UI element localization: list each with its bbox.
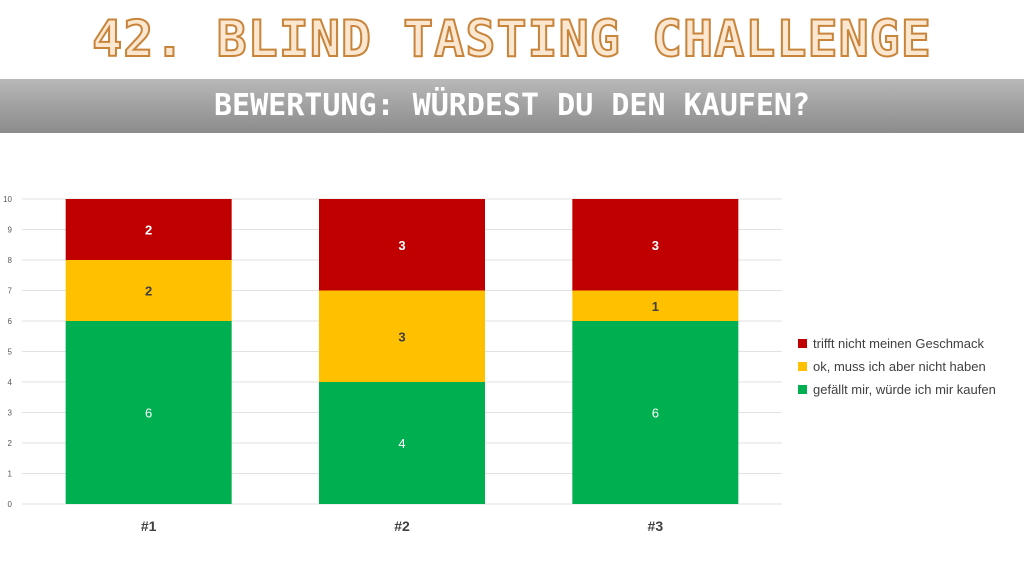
y-tick-label: 4 (8, 378, 13, 387)
bar-segment (65, 199, 232, 260)
x-category-label: #2 (394, 518, 410, 534)
bar-segment (572, 290, 739, 321)
bar-segment (319, 382, 485, 504)
data-label: 3 (398, 329, 405, 344)
page-title: 42. Blind Tasting Challenge (91, 9, 932, 69)
data-label: 3 (652, 238, 659, 253)
bar-segment (319, 199, 485, 291)
y-tick-label: 5 (8, 348, 13, 357)
x-category-label: #3 (648, 518, 664, 534)
y-tick-label: 3 (8, 409, 13, 418)
bar-segment (65, 321, 232, 504)
data-label: 2 (145, 223, 152, 238)
legend-item: trifft nicht meinen Geschmack (798, 332, 996, 355)
y-tick-label: 10 (3, 195, 12, 204)
data-label: 1 (652, 299, 659, 314)
legend-label: ok, muss ich aber nicht haben (813, 359, 986, 374)
legend-item: ok, muss ich aber nicht haben (798, 355, 996, 378)
data-label: 6 (145, 406, 152, 421)
data-label: 2 (145, 284, 152, 299)
legend-swatch (798, 385, 807, 394)
y-tick-label: 1 (8, 470, 13, 479)
y-tick-label: 6 (8, 317, 13, 326)
legend-swatch (798, 339, 807, 348)
chart-legend: trifft nicht meinen Geschmack ok, muss ic… (798, 332, 996, 401)
data-label: 3 (398, 238, 405, 253)
data-label: 4 (398, 436, 405, 451)
bar-segment (65, 260, 232, 321)
y-tick-label: 0 (8, 500, 13, 509)
x-category-label: #1 (141, 518, 157, 534)
legend-item: gefällt mir, würde ich mir kaufen (798, 378, 996, 401)
subtitle-text: Bewertung: Würdest du den kaufen? (213, 88, 811, 123)
bar-segment (319, 290, 485, 382)
bar-segment (572, 199, 739, 291)
y-tick-label: 8 (8, 256, 13, 265)
y-tick-label: 7 (8, 287, 13, 296)
legend-label: gefällt mir, würde ich mir kaufen (813, 382, 996, 397)
y-tick-label: 9 (8, 226, 13, 235)
legend-label: trifft nicht meinen Geschmack (813, 336, 984, 351)
subtitle-banner: Bewertung: Würdest du den kaufen? (0, 79, 1024, 133)
y-tick-label: 2 (8, 439, 13, 448)
data-label: 6 (652, 406, 659, 421)
bar-segment (572, 321, 739, 504)
legend-swatch (798, 362, 807, 371)
